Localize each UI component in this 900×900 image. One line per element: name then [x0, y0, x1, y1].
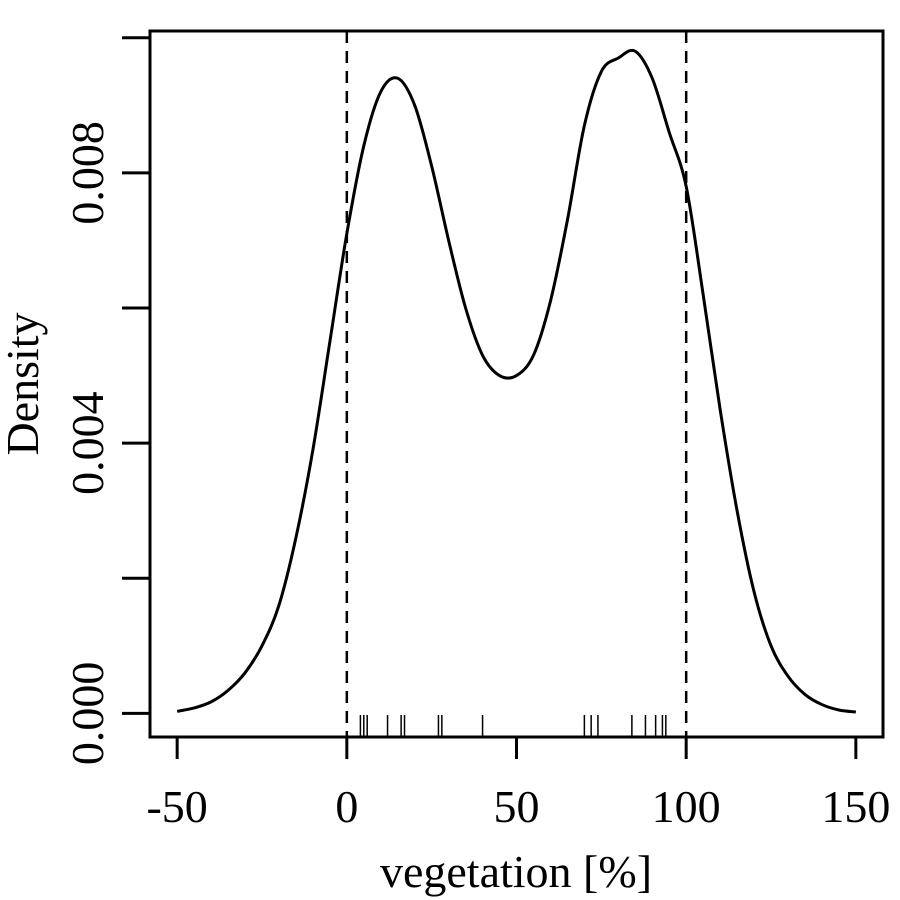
plot-frame: [148, 29, 885, 739]
y-tick-label: 0.008: [62, 121, 113, 225]
y-tick-label: 0.004: [62, 391, 113, 495]
x-axis-title: vegetation [%]: [380, 846, 652, 897]
x-tick-label: 0: [335, 781, 358, 832]
series-group: [176, 48, 857, 714]
x-tick-label: 100: [652, 781, 721, 832]
y-axis: 0.000 0.004 0.008: [62, 36, 152, 766]
x-axis: -50 0 50 100 150: [146, 735, 890, 832]
x-tick-label: -50: [146, 781, 207, 832]
density-curve: [176, 48, 857, 714]
rug-ticks: [359, 715, 667, 737]
x-tick-label: 50: [494, 781, 540, 832]
reference-lines: [345, 31, 688, 737]
y-axis-title: Density: [0, 312, 48, 455]
y-tick-label: 0.000: [62, 662, 113, 766]
x-tick-label: 150: [821, 781, 890, 832]
